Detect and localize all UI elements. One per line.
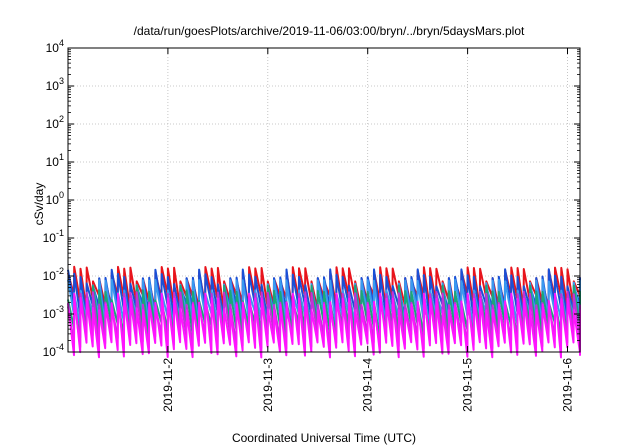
x-tick-label: 2019-11-2	[161, 358, 175, 412]
y-tick-label: 10-3	[43, 304, 64, 321]
series-lines	[67, 265, 581, 359]
y-tick-label: 104	[46, 38, 64, 55]
series-line	[67, 292, 581, 359]
x-tick-label: 2019-11-3	[261, 358, 275, 412]
y-tick-label: 102	[46, 114, 64, 131]
y-tick-label: 10-1	[43, 228, 64, 245]
y-tick-label: 103	[46, 76, 64, 93]
y-tick-label: 101	[46, 152, 64, 169]
y-tick-label: 10-4	[43, 342, 64, 359]
x-tick-label: 2019-11-5	[461, 358, 475, 412]
chart-title: /data/run/goesPlots/archive/2019-11-06/0…	[134, 24, 525, 38]
y-tick-label: 100	[46, 190, 64, 207]
y-axis-label: cSv/day	[32, 183, 46, 226]
x-axis-label: Coordinated Universal Time (UTC)	[232, 431, 416, 445]
plot-frame	[67, 47, 581, 353]
axis-ticks: 10-4 10-3 10-2 10-1 100 101 102 103 104 2019-11-2…	[43, 38, 580, 412]
grid	[68, 48, 580, 352]
x-tick-label: 2019-11-6	[561, 358, 575, 412]
y-tick-label: 10-2	[43, 266, 64, 283]
x-tick-label: 2019-11-4	[361, 358, 375, 412]
